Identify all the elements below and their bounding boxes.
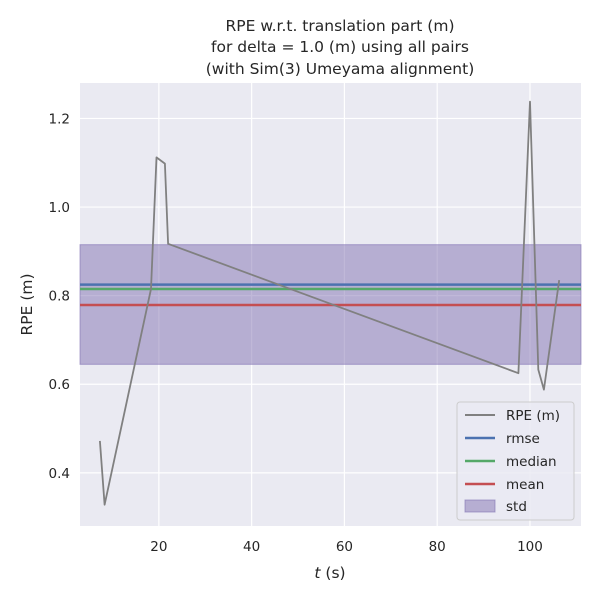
legend-box (456, 401, 575, 521)
x-axis-label: t (s) (314, 564, 345, 582)
x-tick-label-1: 40 (243, 539, 260, 555)
x-axis-unit: (s) (320, 564, 345, 582)
y-tick-label-2: 0.8 (49, 289, 70, 305)
y-axis-label: RPE (m) (18, 273, 36, 335)
x-tick-label-3: 80 (429, 539, 446, 555)
y-tick-label-3: 1.0 (49, 200, 70, 216)
x-tick-label-0: 20 (150, 539, 167, 555)
legend-swatch-std (464, 499, 496, 513)
x-axis-variable: t (314, 564, 321, 582)
chart-title-line-2: for delta = 1.0 (m) using all pairs (211, 38, 469, 56)
series-layer (99, 100, 561, 506)
legend-label-rmse: rmse (506, 431, 540, 447)
legend-label-median: median (506, 454, 557, 470)
legend-label-std: std (506, 499, 527, 515)
y-tick-label-0: 0.4 (49, 466, 70, 482)
chart-title: RPE w.r.t. translation part (m) for delt… (206, 17, 475, 78)
chart-title-line-1: RPE w.r.t. translation part (m) (225, 17, 454, 35)
legend-label-rpe: RPE (m) (506, 408, 560, 424)
stat-lines-layer (80, 283, 581, 307)
y-tick-label-1: 0.6 (49, 377, 70, 393)
y-tick-labels: 0.4 0.6 0.8 1.0 1.2 (49, 111, 70, 481)
x-tick-labels: 20 40 60 80 100 (150, 539, 543, 555)
y-tick-label-4: 1.2 (49, 111, 70, 127)
legend-label-mean: mean (506, 477, 544, 493)
x-tick-label-4: 100 (517, 539, 543, 555)
series-line-0 (99, 100, 561, 506)
legend: RPE (m) rmse median mean std (456, 401, 575, 521)
x-tick-label-2: 60 (336, 539, 353, 555)
chart-title-line-3: (with Sim(3) Umeyama alignment) (206, 60, 475, 78)
